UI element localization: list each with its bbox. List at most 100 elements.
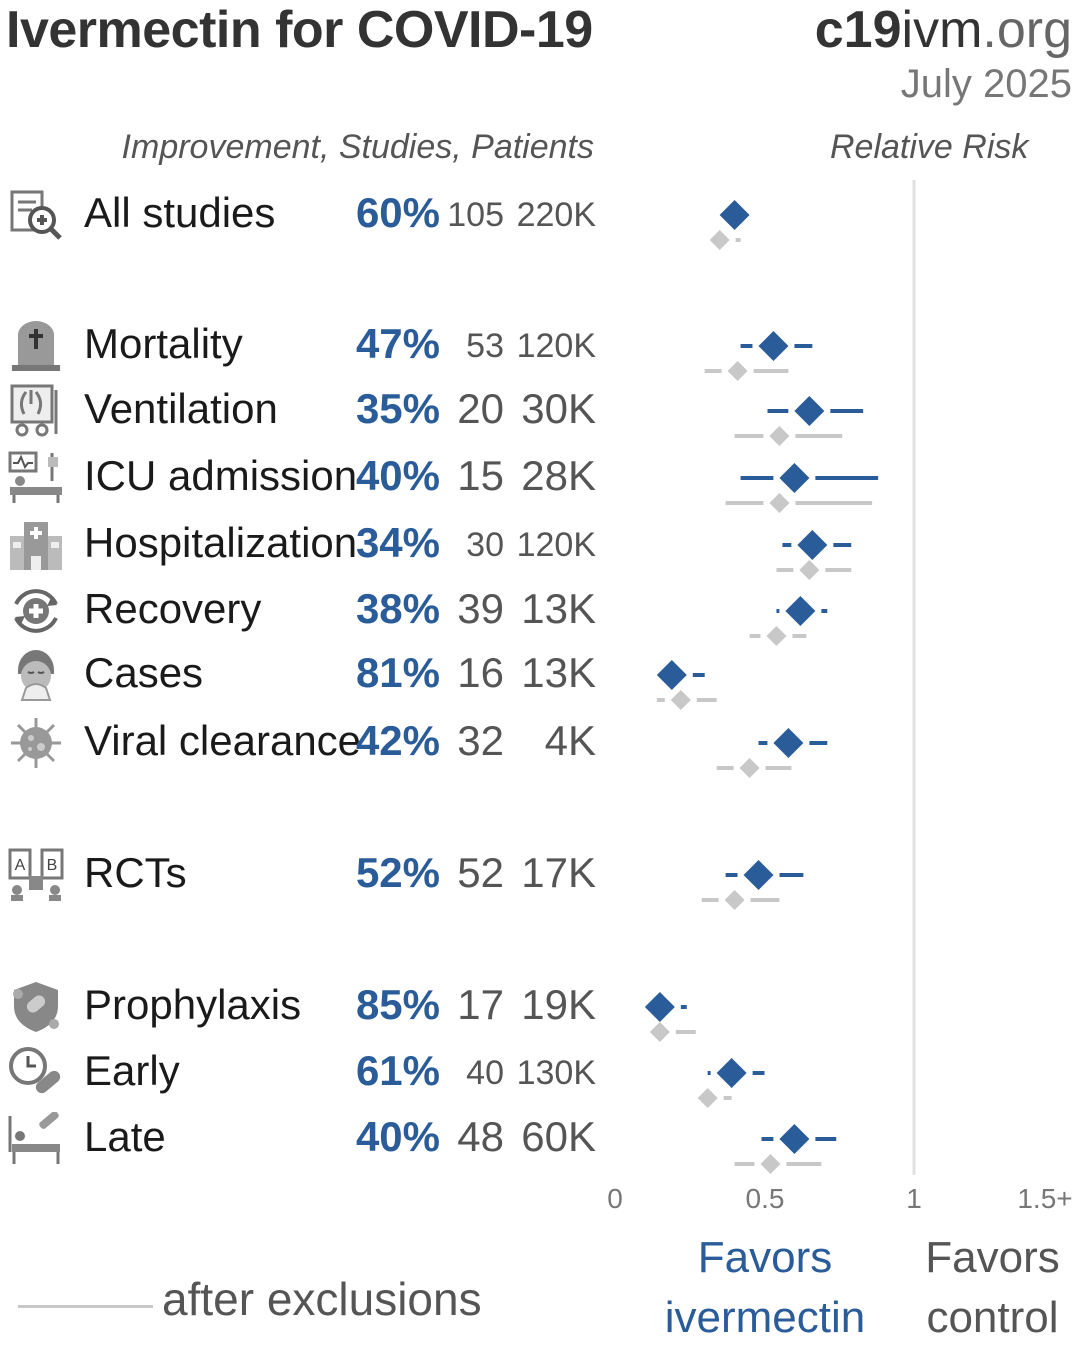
x-tick-label: 1 — [906, 1183, 922, 1214]
row-viral-clearance: Viral clearance 42% 32 4K — [0, 713, 600, 773]
row-label: Ventilation — [84, 385, 278, 432]
main-point — [797, 530, 828, 560]
row-improvement: 40% — [355, 1113, 440, 1160]
row-patients: 13K — [521, 585, 596, 632]
site-logo-bold: c19 — [814, 1, 902, 59]
main-point — [785, 596, 816, 626]
row-all-studies: All studies 60% 105 220K — [0, 185, 600, 245]
main-point — [779, 1124, 810, 1154]
row-improvement: 85% — [355, 981, 440, 1028]
site-logo-tld: .org — [982, 1, 1072, 59]
report-date: July 2025 — [900, 62, 1072, 106]
row-studies: 53 — [466, 327, 504, 365]
exclusions-point — [769, 426, 790, 446]
recovery-icon — [14, 589, 58, 633]
row-studies: 39 — [457, 585, 504, 632]
favors-control-label: Favors control — [905, 1228, 1080, 1348]
row-improvement: 81% — [355, 649, 440, 696]
main-point — [743, 860, 774, 890]
row-improvement: 52% — [355, 849, 440, 896]
exclusions-point — [670, 690, 691, 710]
relative-risk-header: Relative Risk — [830, 128, 1029, 166]
row-improvement: 34% — [355, 519, 440, 566]
row-studies: 15 — [457, 452, 504, 499]
row-label: Mortality — [84, 320, 243, 367]
row-patients: 120K — [516, 526, 596, 564]
favors-control-line1: Favors — [925, 1233, 1060, 1282]
row-ventilation: Ventilation 35% 20 30K — [0, 381, 600, 441]
row-label: ICU admission — [84, 452, 358, 499]
main-point — [719, 200, 750, 230]
row-studies: 16 — [457, 649, 504, 696]
row-label: All studies — [84, 189, 276, 236]
row-prophylaxis: Prophylaxis 85% 17 19K — [0, 977, 600, 1037]
exclusions-point — [649, 1022, 670, 1042]
row-rcts: A B RCTs 52% 52 17K — [0, 845, 600, 905]
row-label: Prophylaxis — [84, 981, 302, 1028]
row-patients: 13K — [521, 649, 596, 696]
favors-ivermectin-label: Favors ivermectin — [655, 1228, 875, 1348]
favors-ivermectin-line2: ivermectin — [664, 1293, 866, 1342]
row-label: Viral clearance — [84, 717, 362, 764]
main-point — [773, 728, 804, 758]
legend-exclusions-swatch — [18, 1305, 153, 1308]
favors-control-line2: control — [926, 1293, 1059, 1342]
row-label: Late — [84, 1113, 166, 1160]
row-late: Late 40% 48 60K — [0, 1109, 600, 1169]
row-patients: 28K — [521, 452, 596, 499]
row-studies: 105 — [447, 196, 504, 234]
row-recovery: Recovery 38% 39 13K — [0, 581, 600, 641]
row-patients: 17K — [521, 849, 596, 896]
row-improvement: 61% — [355, 1047, 440, 1094]
row-label: Early — [84, 1047, 180, 1094]
row-early: Early 61% 40 130K — [0, 1043, 600, 1103]
row-patients: 60K — [521, 1113, 596, 1160]
main-point — [656, 660, 687, 690]
row-improvement: 42% — [355, 717, 440, 764]
exclusions-point — [766, 626, 787, 646]
stats-column-header: Improvement, Studies, Patients — [121, 128, 594, 166]
row-label: Hospitalization — [84, 519, 358, 566]
exclusions-point — [769, 493, 790, 513]
row-studies: 48 — [457, 1113, 504, 1160]
row-improvement: 38% — [355, 585, 440, 632]
exclusions-point — [760, 1154, 781, 1174]
svg-text:B: B — [47, 857, 58, 874]
row-patients: 120K — [516, 327, 596, 365]
late-treatment-icon — [8, 1112, 60, 1164]
row-studies: 20 — [457, 385, 504, 432]
exclusions-point — [727, 361, 748, 381]
shield-icon — [13, 982, 59, 1032]
sick-person-icon — [18, 650, 54, 701]
site-logo[interactable]: c19ivm.org — [815, 0, 1072, 60]
row-hospitalization: Hospitalization 34% 30 120K — [0, 515, 600, 575]
legend-exclusions-label: after exclusions — [162, 1273, 482, 1325]
row-mortality: Mortality 47% 53 120K — [0, 316, 600, 376]
row-icu-admission: ICU admission 40% 15 28K — [0, 448, 600, 508]
row-improvement: 35% — [355, 385, 440, 432]
exclusions-point — [739, 758, 760, 778]
exclusions-point — [709, 230, 730, 250]
ventilator-icon — [10, 384, 58, 437]
main-point — [779, 463, 810, 493]
hospital-icon — [10, 522, 62, 570]
clock-pill-icon — [9, 1047, 61, 1094]
study-search-icon — [10, 190, 62, 240]
x-tick-label: 1.5+ — [1017, 1183, 1073, 1214]
row-patients: 130K — [516, 1054, 596, 1092]
row-studies: 32 — [457, 717, 504, 764]
site-logo-name: ivm — [901, 1, 983, 59]
rct-icon: A B — [8, 848, 64, 901]
row-cases: Cases 81% 16 13K — [0, 645, 600, 705]
main-point — [716, 1058, 747, 1088]
row-patients: 4K — [544, 717, 596, 764]
row-patients: 19K — [521, 981, 596, 1028]
main-point — [758, 331, 789, 361]
row-improvement: 40% — [355, 452, 440, 499]
x-tick-label: 0.5 — [745, 1183, 785, 1214]
exclusions-point — [697, 1088, 718, 1108]
main-point — [794, 396, 825, 426]
row-studies: 17 — [457, 981, 504, 1028]
exclusions-point — [724, 890, 745, 910]
svg-text:A: A — [15, 857, 26, 874]
